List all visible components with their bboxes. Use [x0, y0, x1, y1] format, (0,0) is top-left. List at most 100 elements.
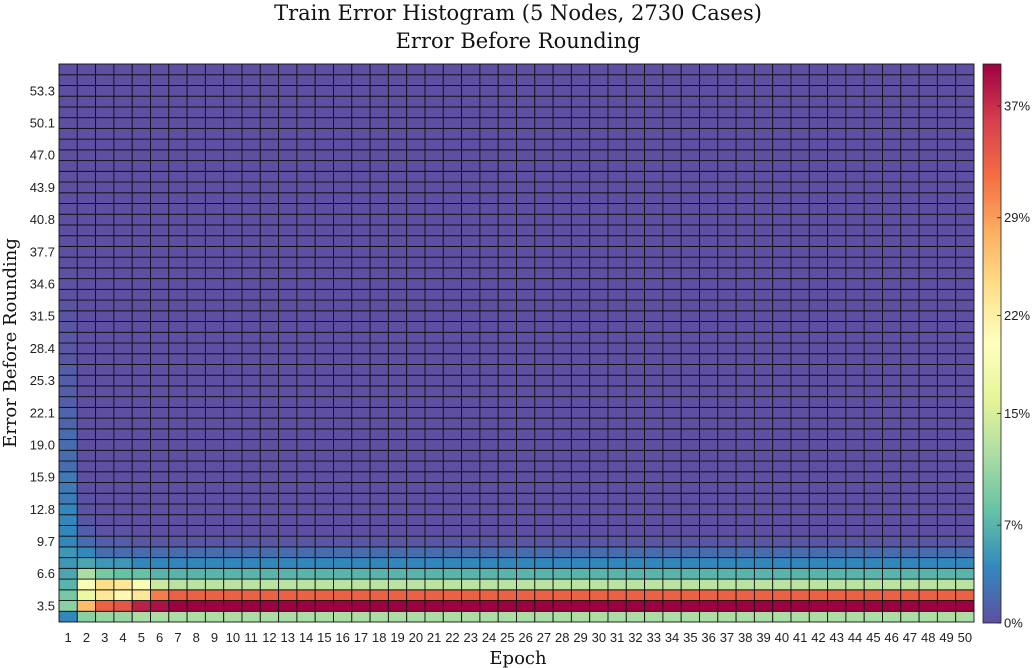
heatmap-cell — [589, 374, 609, 387]
heatmap-cell — [259, 546, 280, 559]
heatmap-cell — [552, 224, 572, 237]
heatmap-cell — [735, 546, 755, 559]
heatmap-cell — [58, 138, 78, 151]
heatmap-cell — [424, 567, 444, 580]
heatmap-cell — [168, 535, 188, 548]
heatmap-cell — [333, 578, 353, 591]
heatmap-cell — [296, 567, 316, 580]
heatmap-cell — [699, 95, 719, 108]
heatmap-cell — [644, 567, 664, 580]
heatmap-cell — [753, 589, 774, 601]
heatmap-cell — [168, 331, 188, 344]
heatmap-cell — [406, 417, 426, 430]
heatmap-cell — [223, 353, 243, 365]
heatmap-cell — [442, 439, 463, 451]
heatmap-cell — [955, 245, 975, 258]
heatmap-cell — [259, 160, 280, 172]
heatmap-cell — [58, 192, 78, 204]
heatmap-cell — [333, 127, 353, 140]
heatmap-cell — [150, 600, 170, 612]
x-tick-label: 1 — [65, 630, 72, 645]
heatmap-cell — [827, 600, 847, 612]
heatmap-cell — [168, 492, 188, 505]
heatmap-cell — [936, 557, 957, 569]
heatmap-cell — [955, 396, 975, 408]
x-tick-label: 32 — [628, 630, 642, 645]
heatmap-cell — [76, 278, 97, 290]
heatmap-cell — [827, 396, 847, 408]
heatmap-cell — [406, 449, 426, 462]
heatmap-cell — [936, 417, 957, 430]
heatmap-cell — [387, 95, 408, 108]
heatmap-cell — [680, 278, 700, 290]
heatmap-cell — [900, 557, 920, 569]
heatmap-cell — [625, 278, 646, 290]
x-tick-label: 28 — [555, 630, 569, 645]
heatmap-cell — [680, 63, 700, 76]
heatmap-cell — [827, 213, 847, 226]
heatmap-cell — [278, 278, 298, 290]
heatmap-cell — [644, 181, 664, 194]
heatmap-cell — [406, 74, 426, 86]
heatmap-cell — [845, 138, 865, 151]
heatmap-cell — [58, 288, 78, 301]
heatmap-cell — [570, 385, 591, 398]
heatmap-cell — [479, 417, 499, 430]
heatmap-cell — [882, 589, 902, 601]
heatmap-cell — [424, 610, 444, 623]
heatmap-cell — [662, 321, 682, 333]
heatmap-cell — [278, 557, 298, 569]
heatmap-cell — [296, 353, 316, 365]
y-tick-label: 47.0 — [30, 148, 55, 163]
heatmap-cell — [406, 117, 426, 129]
heatmap-cell — [699, 213, 719, 226]
heatmap-cell — [351, 514, 371, 526]
heatmap-cell — [644, 203, 664, 215]
heatmap-cell — [607, 95, 627, 108]
heatmap-cell — [406, 385, 426, 398]
heatmap-cell — [497, 117, 517, 129]
heatmap-cell — [296, 278, 316, 290]
heatmap-cell — [186, 385, 206, 398]
heatmap-cell — [387, 374, 408, 387]
heatmap-cell — [387, 482, 408, 494]
heatmap-cell — [387, 213, 408, 226]
heatmap-cell — [333, 256, 353, 269]
heatmap-cell — [680, 557, 700, 569]
heatmap-cell — [479, 288, 499, 301]
heatmap-cell — [644, 471, 664, 483]
heatmap-cell — [497, 514, 517, 526]
heatmap-cell — [204, 321, 225, 333]
heatmap-cell — [589, 600, 609, 612]
heatmap-cell — [753, 567, 774, 580]
heatmap-cell — [808, 106, 829, 119]
heatmap-cell — [680, 417, 700, 430]
heatmap-cell — [497, 439, 517, 451]
heatmap-cell — [570, 600, 591, 612]
heatmap-cell — [223, 396, 243, 408]
heatmap-cell — [882, 439, 902, 451]
heatmap-cell — [333, 364, 353, 376]
heatmap-cell — [570, 417, 591, 430]
x-tick-label: 43 — [830, 630, 844, 645]
heatmap-cell — [808, 149, 829, 162]
heatmap-cell — [625, 364, 646, 376]
heatmap-cell — [662, 160, 682, 172]
heatmap-cell — [241, 224, 261, 237]
heatmap-cell — [936, 535, 957, 548]
heatmap-cell — [424, 299, 444, 312]
heatmap-cell — [333, 600, 353, 612]
heatmap-cell — [259, 610, 280, 623]
heatmap-cell — [351, 342, 371, 355]
heatmap-cell — [918, 299, 938, 312]
heatmap-cell — [699, 181, 719, 194]
heatmap-cell — [278, 95, 298, 108]
heatmap-cell — [607, 74, 627, 86]
heatmap-cell — [95, 256, 115, 269]
heatmap-cell — [278, 406, 298, 419]
heatmap-cell — [351, 310, 371, 322]
heatmap-cell — [351, 138, 371, 151]
heatmap-cell — [442, 578, 463, 591]
heatmap-cell — [278, 245, 298, 258]
heatmap-cell — [296, 364, 316, 376]
